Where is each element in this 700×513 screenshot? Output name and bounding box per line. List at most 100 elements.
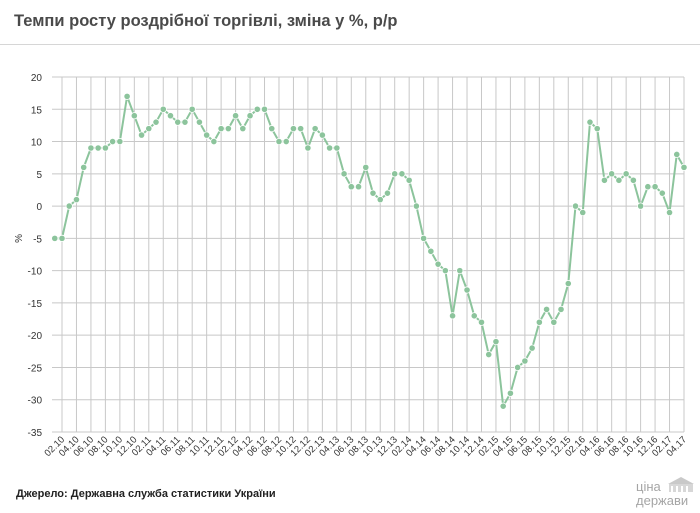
data-point (622, 170, 630, 178)
data-point (600, 176, 609, 184)
data-point (239, 125, 247, 133)
data-point (383, 189, 392, 197)
brand-logo: ціна держави (622, 474, 696, 508)
data-point (304, 144, 312, 152)
y-tick-label: -10 (28, 267, 43, 278)
data-point (340, 170, 348, 178)
y-tick-label: 20 (31, 73, 43, 84)
data-point (434, 260, 442, 268)
logo-line1: ціна (636, 479, 662, 494)
x-axis: 02.1004.1006.1008.1010.1012.1002.1104.11… (43, 434, 690, 459)
source-note: Джерело: Державна служба статистики Укра… (16, 488, 276, 500)
y-tick-label: -25 (28, 363, 43, 374)
data-point (166, 112, 175, 120)
data-point (188, 105, 196, 113)
data-point (542, 305, 551, 313)
data-point (506, 389, 515, 397)
building-icon (668, 477, 694, 492)
data-point (275, 137, 283, 146)
data-point (528, 344, 536, 352)
y-axis-label: % (14, 234, 25, 243)
data-point (318, 131, 326, 139)
data-point (571, 202, 580, 210)
data-point (72, 196, 81, 204)
data-point (333, 144, 341, 152)
data-point (326, 144, 334, 152)
title-bar: Темпи росту роздрібної торгівлі, зміна у… (0, 0, 700, 44)
data-point (376, 196, 384, 204)
y-tick-label: 5 (36, 170, 42, 181)
data-point (485, 350, 493, 359)
data-point (231, 112, 240, 120)
data-point (477, 318, 486, 326)
data-point (362, 163, 370, 171)
data-point (203, 131, 211, 139)
data-point (615, 176, 623, 184)
data-point (311, 125, 319, 133)
data-point (535, 318, 543, 326)
data-point (456, 267, 464, 275)
y-tick-label: 15 (31, 105, 43, 116)
line-chart: 20 15 10 5 0 -5 -10 -15 -20 -25 -30 -35% 02.1004.10… (14, 73, 690, 459)
data-point (130, 112, 138, 120)
data-point (448, 312, 457, 320)
data-point (101, 144, 109, 152)
data-point (644, 183, 652, 191)
data-point (210, 137, 218, 146)
data-point (492, 338, 500, 346)
data-point (658, 189, 666, 197)
data-point (579, 208, 587, 217)
data-point (174, 118, 182, 126)
data-point (586, 118, 594, 126)
data-point (58, 234, 66, 242)
data-point (253, 105, 261, 113)
data-point (514, 363, 522, 372)
data-point (217, 125, 225, 133)
data-point (354, 183, 363, 191)
data-point (665, 208, 674, 217)
data-point (637, 202, 645, 210)
data-point (557, 305, 565, 313)
y-tick-label: -20 (28, 331, 43, 342)
data-point (608, 170, 616, 178)
data-point (268, 125, 276, 133)
data-point (123, 92, 131, 100)
data-point (470, 312, 478, 320)
data-point (369, 189, 377, 197)
y-tick-label: -30 (28, 396, 43, 407)
data-point (398, 170, 406, 178)
data-point (145, 125, 153, 133)
data-point (629, 176, 637, 184)
data-point (680, 163, 688, 171)
logo-line2: держави (636, 493, 688, 508)
data-point (297, 125, 305, 133)
data-point (441, 267, 449, 275)
data-point (282, 137, 290, 146)
data-point (65, 202, 73, 210)
data-point (347, 183, 355, 191)
y-tick-label: -5 (33, 234, 42, 245)
data-point (87, 144, 95, 152)
data-point (246, 112, 254, 120)
data-point (195, 118, 204, 126)
y-tick-label: 10 (31, 138, 43, 149)
data-point (152, 118, 160, 126)
data-point (463, 286, 471, 294)
data-point (564, 279, 572, 288)
y-tick-label: 0 (36, 202, 42, 213)
chart-container: 20 15 10 5 0 -5 -10 -15 -20 -25 -30 -35% 02.10 04.10… (0, 45, 700, 475)
data-point (137, 131, 146, 139)
series-line (54, 95, 685, 408)
data-point (159, 105, 167, 113)
data-point (94, 144, 102, 152)
data-point (499, 402, 507, 410)
data-point (260, 105, 269, 113)
data-point (427, 247, 435, 255)
data-point (181, 118, 189, 126)
data-point (550, 318, 558, 326)
data-point (593, 125, 601, 133)
data-point (405, 176, 413, 184)
y-axis: 20 15 10 5 0 -5 -10 -15 -20 -25 -30 -35% (14, 73, 42, 439)
data-point (673, 150, 681, 159)
page-title: Темпи росту роздрібної торгівлі, зміна у… (14, 12, 398, 30)
